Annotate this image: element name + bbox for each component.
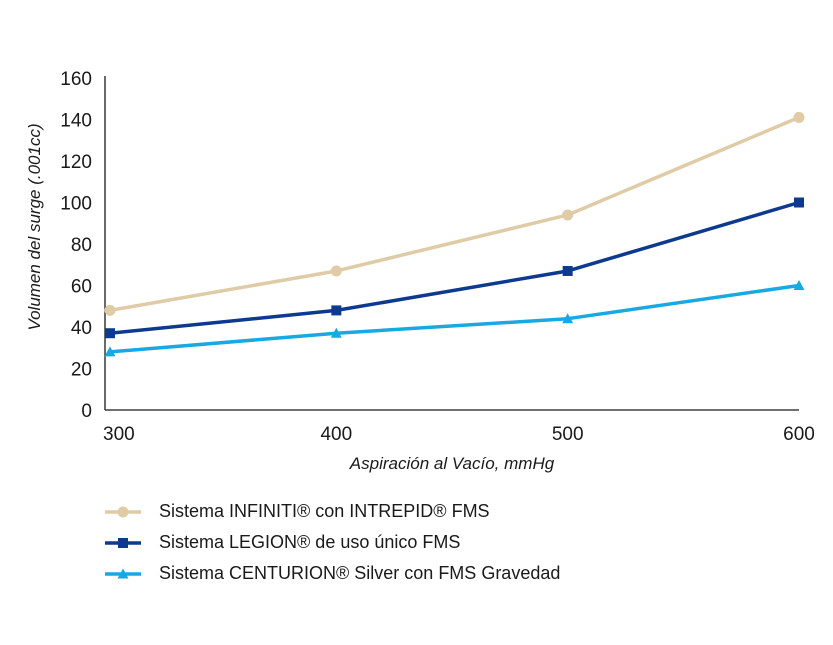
data-point xyxy=(794,197,804,208)
series-line xyxy=(109,115,800,313)
legend-item: Sistema INFINITI® con INTREPID® FMS xyxy=(105,496,560,527)
y-tick-label: 80 xyxy=(71,235,92,256)
x-axis-ticks: 300 400 500 600 xyxy=(103,424,815,445)
data-point xyxy=(562,265,573,276)
y-tick-label: 160 xyxy=(60,69,92,90)
data-point xyxy=(562,313,574,324)
x-tick-label: 500 xyxy=(552,424,584,445)
y-axis-title: Volumen del surge (.001cc) xyxy=(25,123,44,330)
x-tick-label: 400 xyxy=(320,424,352,445)
series-1 xyxy=(104,111,805,316)
y-tick-label: 60 xyxy=(71,277,92,298)
y-tick-label: 100 xyxy=(60,194,92,215)
data-point xyxy=(104,346,116,357)
data-point xyxy=(330,327,342,338)
data-point xyxy=(331,305,342,316)
series-layer xyxy=(104,111,805,357)
data-point xyxy=(330,265,342,277)
y-tick-label: 0 xyxy=(81,401,92,422)
legend-swatch-circle xyxy=(105,506,141,517)
data-point xyxy=(562,209,574,221)
data-point xyxy=(105,328,115,339)
data-point xyxy=(793,280,805,290)
legend-swatch-triangle xyxy=(105,568,141,578)
data-point xyxy=(104,304,116,316)
x-tick-label: 300 xyxy=(103,424,135,445)
chart-legend: Sistema INFINITI® con INTREPID® FMS Siste… xyxy=(105,496,560,589)
legend-label: Sistema INFINITI® con INTREPID® FMS xyxy=(159,501,490,521)
series-2 xyxy=(105,197,804,339)
series-line xyxy=(109,283,800,354)
data-point xyxy=(793,111,805,123)
y-tick-label: 140 xyxy=(60,111,92,132)
y-tick-label: 40 xyxy=(71,318,92,339)
legend-label: Sistema CENTURION® Silver con FMS Graved… xyxy=(159,563,561,583)
series-3 xyxy=(104,280,805,357)
legend-swatch-square xyxy=(105,537,141,548)
x-axis-title: Aspiración al Vacío, mmHg xyxy=(349,454,555,473)
legend-item: Sistema CENTURION® Silver con FMS Graved… xyxy=(105,558,560,589)
y-tick-label: 20 xyxy=(71,360,92,381)
legend-item: Sistema LEGION® de uso único FMS xyxy=(105,527,560,558)
y-tick-label: 120 xyxy=(60,152,92,173)
legend-label: Sistema LEGION® de uso único FMS xyxy=(159,532,461,552)
x-tick-label: 600 xyxy=(783,424,815,445)
y-axis-ticks: 0 20 40 60 80 100 120 140 160 xyxy=(60,69,92,422)
series-line xyxy=(109,200,800,335)
